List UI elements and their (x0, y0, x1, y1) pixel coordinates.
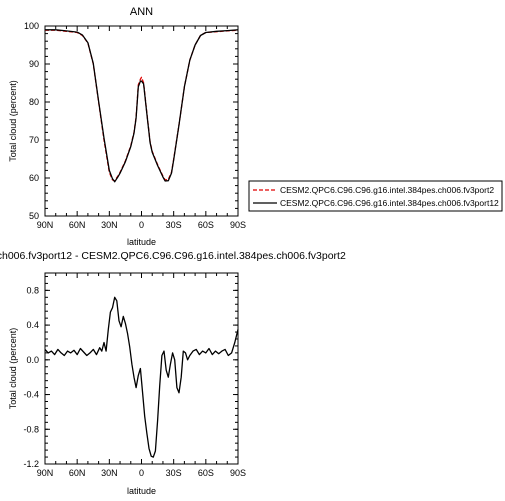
x-axis-label: latitude (127, 486, 156, 496)
x-tick-label: 90S (230, 468, 246, 478)
legend-label-1: CESM2.QPC6.C96.C96.g16.intel.384pes.ch00… (280, 185, 494, 195)
y-tick-label: 100 (24, 21, 39, 31)
x-tick-label: 30N (101, 220, 118, 230)
chart-title: intel.384pes.ch006.fv3port12 - CESM2.QPC… (0, 250, 346, 262)
x-tick-label: 60S (198, 468, 214, 478)
y-axis-label: Total cloud (percent) (8, 328, 18, 410)
y-tick-label: -1.2 (23, 459, 39, 469)
y-tick-label: 0.4 (26, 320, 39, 330)
y-axis-label: Total cloud (percent) (8, 80, 18, 162)
x-tick-label: 30S (166, 220, 182, 230)
series-line-2 (45, 29, 239, 183)
legend-box (248, 180, 503, 212)
x-tick-label: 90N (37, 220, 54, 230)
x-tick-label: 0 (139, 220, 144, 230)
top-panel: ANN 90N 60N 30N 0 30S 60S 90S 50 60 70 80 90 100 latit… (8, 6, 246, 247)
x-tick-label: 90N (37, 468, 54, 478)
y-tick-label: -0.4 (23, 390, 39, 400)
y-tick-label: -0.8 (23, 424, 39, 434)
legend-label-2: CESM2.QPC6.C96.C96.g16.intel.384pes.ch00… (280, 198, 499, 208)
series-line-1 (44, 296, 239, 458)
plot-frame (44, 25, 239, 217)
x-tick-label: 0 (139, 468, 144, 478)
x-tick-label: 30S (166, 468, 182, 478)
x-axis-label: latitude (127, 237, 156, 247)
legend: CESM2.QPC6.C96.C96.g16.intel.384pes.ch00… (248, 180, 503, 212)
series-line-1 (45, 29, 239, 182)
x-tick-label: 60S (198, 220, 214, 230)
x-tick-label: 60N (69, 220, 86, 230)
bottom-panel: intel.384pes.ch006.fv3port12 - CESM2.QPC… (0, 250, 346, 496)
x-tick-label: 60N (69, 468, 86, 478)
chart-title: ANN (130, 6, 153, 18)
y-tick-label: 80 (29, 97, 39, 107)
y-tick-label: 90 (29, 59, 39, 69)
y-tick-label: 60 (29, 173, 39, 183)
y-tick-label: 0.0 (26, 355, 39, 365)
plot-frame (44, 272, 239, 465)
y-tick-label: 50 (29, 211, 39, 221)
y-tick-label: 70 (29, 135, 39, 145)
x-tick-label: 30N (101, 468, 118, 478)
y-tick-label: 0.8 (26, 285, 39, 295)
x-tick-label: 90S (230, 220, 246, 230)
